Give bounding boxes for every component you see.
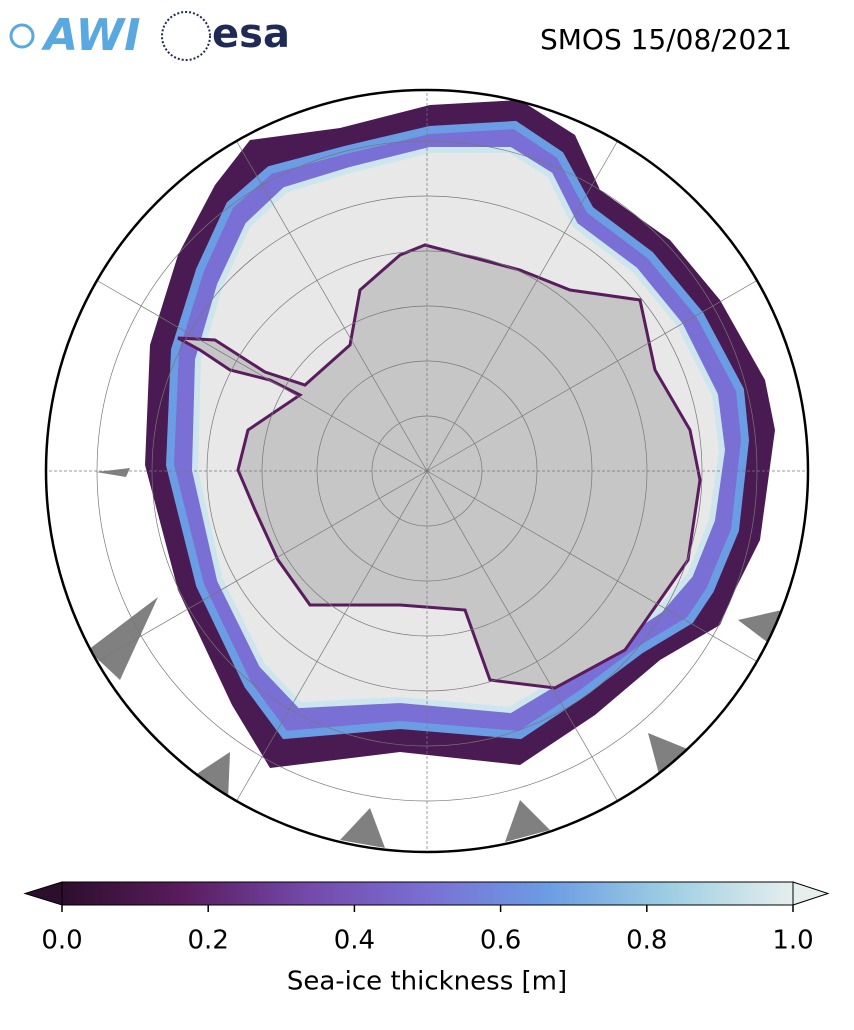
esa-text: esa (212, 11, 290, 57)
colorbar-ramp (61, 881, 794, 906)
colorbar-tick-label: 0.8 (626, 926, 667, 956)
colorbar-tick-label: 0.2 (188, 926, 229, 956)
colorbar: 0.0 0.2 0.4 0.6 0.8 1.0 (23, 881, 830, 956)
meridian (89, 275, 428, 472)
meridian (426, 133, 623, 472)
colorbar-label: Sea-ice thickness [m] (287, 967, 567, 997)
colorbar-tick-label: 0.4 (334, 926, 375, 956)
meridian (231, 470, 428, 809)
awi-logo: AWI (9, 10, 141, 61)
meridian (426, 470, 765, 667)
map (46, 90, 808, 852)
gap (648, 733, 690, 778)
colorbar-extend-low (23, 881, 63, 906)
antarctica (177, 243, 702, 690)
meridian (426, 470, 623, 809)
gap (88, 597, 158, 680)
meridian (426, 275, 765, 472)
gap (195, 752, 230, 800)
meridian (231, 133, 428, 472)
graticule (46, 90, 808, 852)
gap (505, 800, 550, 842)
map-border (44, 88, 810, 854)
colorbar-tick-label: 1.0 (772, 926, 813, 956)
gap (340, 808, 385, 848)
esa-logo: esa (161, 11, 290, 61)
esa-emblem (161, 11, 211, 61)
awi-text: AWI (41, 10, 141, 61)
colorbar-extend-high (792, 881, 830, 906)
colorbar-tick-label: 0.0 (41, 926, 82, 956)
gap (96, 468, 130, 477)
awi-emblem (9, 23, 35, 49)
meridian (89, 470, 428, 667)
title: SMOS 15/08/2021 (540, 23, 792, 56)
colorbar-tick-label: 0.6 (480, 926, 521, 956)
